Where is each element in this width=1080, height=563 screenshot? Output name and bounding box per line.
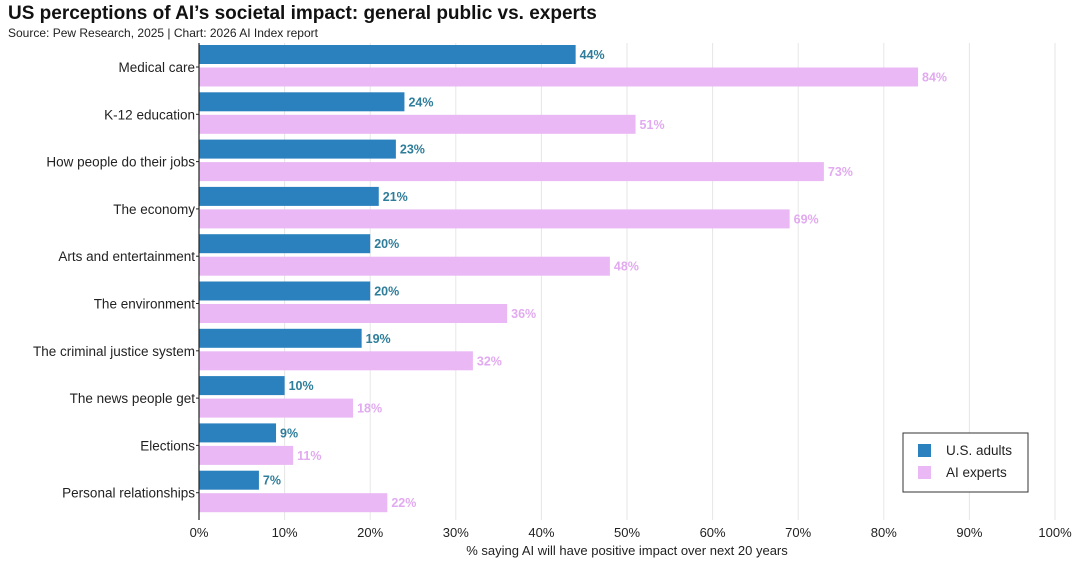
data-label: 23% — [400, 143, 425, 157]
legend-label: AI experts — [946, 465, 1007, 480]
x-axis-ticks: 0% 10% 20% 30% 40% 50% 60% 70% 80% 90% 100% — [190, 525, 1072, 540]
bar-ai-experts — [199, 114, 636, 134]
category-label: Personal relationships — [62, 486, 195, 501]
bar-ai-experts — [199, 256, 610, 276]
data-label: 9% — [280, 426, 298, 440]
legend[interactable]: U.S. adults AI experts — [902, 432, 1029, 493]
x-tick-label: 90% — [956, 525, 982, 540]
data-label: 10% — [289, 379, 314, 393]
legend-label: U.S. adults — [946, 443, 1012, 458]
legend-swatch-us-adults — [918, 444, 931, 457]
category-label: The news people get — [70, 391, 196, 406]
x-tick-label: 0% — [190, 525, 209, 540]
bar-us-adults — [199, 328, 362, 348]
category-label: K-12 education — [104, 107, 195, 122]
bar-ai-experts — [199, 445, 294, 465]
data-label: 24% — [408, 95, 433, 109]
bar-us-adults — [199, 45, 576, 64]
data-label: 21% — [383, 190, 408, 204]
bar-ai-experts — [199, 304, 508, 323]
bar-us-adults — [199, 139, 396, 159]
bar-ai-experts — [199, 67, 919, 87]
data-label: 22% — [391, 496, 416, 510]
x-tick-label: 30% — [443, 525, 469, 540]
bar-us-adults — [199, 376, 285, 396]
x-tick-label: 40% — [528, 525, 554, 540]
chart-subtitle: Source: Pew Research, 2025 | Chart: 2026… — [8, 26, 319, 40]
data-label: 36% — [511, 307, 536, 321]
bar-us-adults — [199, 186, 379, 206]
bar-us-adults — [199, 281, 371, 301]
x-tick-label: 70% — [785, 525, 811, 540]
legend-box — [902, 432, 1029, 493]
x-tick-label: 60% — [700, 525, 726, 540]
bar-ai-experts — [199, 398, 354, 418]
bar-us-adults — [199, 234, 371, 254]
bar-us-adults — [199, 470, 259, 490]
data-label: 73% — [828, 165, 853, 179]
bar-ai-experts — [199, 493, 388, 513]
bars: 44% 84% 24% 51% 23% 73% 21% 69% 20% 48% 20% 36% 19% 3… — [199, 45, 947, 513]
data-label: 69% — [794, 212, 819, 226]
legend-swatch-ai-experts — [918, 466, 931, 479]
data-label: 48% — [614, 260, 639, 274]
x-tick-label: 80% — [871, 525, 897, 540]
bar-us-adults — [199, 423, 277, 443]
data-label: 44% — [580, 48, 605, 62]
category-label: How people do their jobs — [46, 155, 195, 170]
data-label: 7% — [263, 474, 281, 488]
data-label: 32% — [477, 354, 502, 368]
bar-us-adults — [199, 92, 405, 112]
bar-ai-experts — [199, 351, 473, 371]
data-label: 51% — [640, 118, 665, 132]
category-label: Arts and entertainment — [58, 249, 195, 264]
x-tick-label: 10% — [272, 525, 298, 540]
x-tick-label: 50% — [614, 525, 640, 540]
x-tick-label: 20% — [357, 525, 383, 540]
bar-ai-experts — [199, 209, 790, 229]
data-label: 11% — [297, 449, 321, 463]
data-label: 84% — [922, 71, 947, 85]
chart-title: US perceptions of AI’s societal impact: … — [8, 3, 597, 24]
bar-ai-experts — [199, 162, 824, 182]
x-tick-label: 100% — [1038, 525, 1072, 540]
data-label: 20% — [374, 285, 399, 299]
category-label: Medical care — [118, 60, 195, 75]
category-label: Elections — [140, 438, 195, 453]
data-label: 20% — [374, 237, 399, 251]
category-label: The economy — [113, 202, 195, 217]
data-label: 18% — [357, 402, 382, 416]
category-label: The environment — [94, 297, 196, 312]
category-label: The criminal justice system — [33, 344, 195, 359]
category-labels: Medical care K-12 education How people do … — [33, 60, 199, 501]
x-axis-label: % saying AI will have positive impact ov… — [466, 543, 788, 558]
data-label: 19% — [366, 332, 391, 346]
